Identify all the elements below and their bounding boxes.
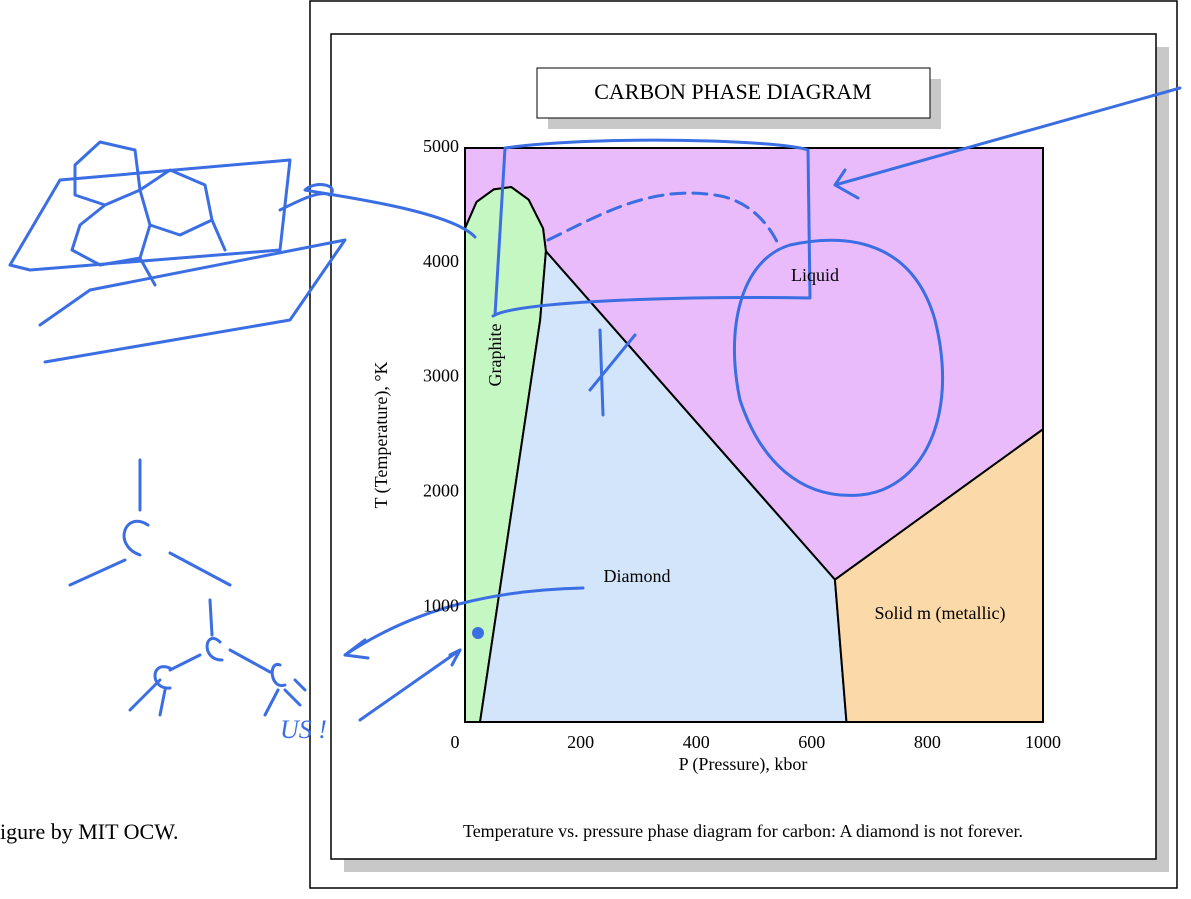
x-axis-label: P (Pressure), kbor (679, 754, 808, 775)
ink-molecule (68, 458, 307, 717)
y-tick-label: 5000 (423, 136, 459, 156)
ink-sheet (8, 158, 292, 272)
ink-hexagons (70, 140, 227, 287)
ink-arrow (343, 586, 585, 660)
ink-arrow (358, 648, 462, 722)
x-tick-label: 200 (567, 732, 594, 752)
y-tick-label: 3000 (423, 366, 459, 386)
ink-dashed (546, 191, 782, 250)
x-tick-label: 600 (798, 732, 825, 752)
ink-note: US ! (280, 715, 327, 744)
handwriting (8, 86, 1182, 722)
caption: Temperature vs. pressure phase diagram f… (463, 821, 1023, 841)
x-tick-label: 0 (451, 732, 460, 752)
ink-sheet (38, 238, 347, 364)
y-tick-label: 2000 (423, 481, 459, 501)
regions (464, 147, 1044, 723)
chart-title: CARBON PHASE DIAGRAM (594, 79, 871, 104)
y-axis-label: T (Temperature), °K (371, 361, 392, 508)
title-box (536, 67, 931, 119)
plot-border (464, 147, 1044, 723)
x-tick-label: 800 (914, 732, 941, 752)
ink-arrow (278, 183, 477, 239)
y-tick-label: 4000 (423, 251, 459, 271)
x-tick-label: 400 (683, 732, 710, 752)
region-label: Liquid (791, 265, 839, 285)
credit: igure by MIT OCW. (0, 819, 178, 844)
ink-cross (588, 328, 637, 417)
y-tick-label: 1000 (423, 595, 459, 615)
region-label: Solid m (metallic) (875, 603, 1006, 624)
region-label: Diamond (604, 566, 671, 586)
ink-dot (472, 627, 484, 639)
region-label: Graphite (485, 324, 505, 387)
ink-arrow (833, 86, 1182, 200)
x-tick-label: 1000 (1025, 732, 1061, 752)
ink-loop (491, 138, 812, 318)
ink-circle (733, 238, 945, 497)
